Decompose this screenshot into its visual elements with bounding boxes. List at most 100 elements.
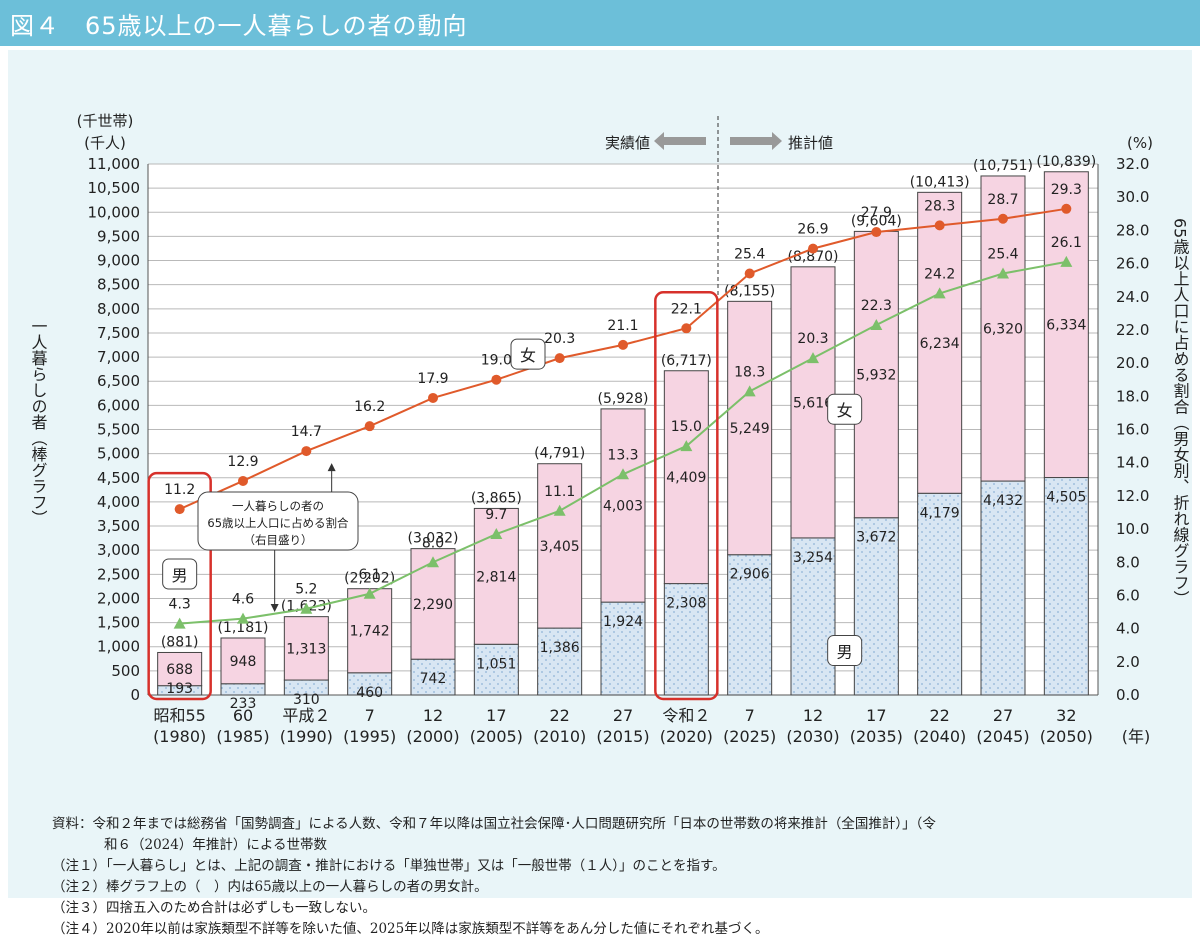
bar-female xyxy=(600,408,646,603)
bar-male xyxy=(537,627,583,696)
callout-text: 65歳以上人口に占める割合 xyxy=(207,516,349,530)
y-right-tick-label: 22.0 xyxy=(1116,321,1149,339)
bar-male-value: 1,051 xyxy=(476,656,516,672)
marker-female xyxy=(174,504,185,515)
bar-female-value: 4,409 xyxy=(666,470,706,486)
male-rate-label: 13.3 xyxy=(607,447,638,463)
y-left-tick-label: 8,000 xyxy=(97,300,140,318)
female-rate-label: 27.9 xyxy=(861,205,892,221)
marker-female xyxy=(681,323,692,334)
x-tick-sublabel: (1990) xyxy=(280,727,333,746)
tag-male-bar-box xyxy=(827,635,863,667)
bar-male-value: 3,672 xyxy=(856,530,896,546)
bar-total-label: (3,032) xyxy=(407,531,458,547)
marker-male xyxy=(553,504,566,516)
marker-male xyxy=(680,440,693,452)
male-rate-label: 18.3 xyxy=(734,364,765,380)
bar-male-value: 233 xyxy=(230,696,257,712)
bar-female xyxy=(157,651,203,687)
marker-male xyxy=(743,385,756,397)
bar-female-value: 2,290 xyxy=(413,597,453,613)
male-rate-label: 22.3 xyxy=(861,298,892,314)
male-rate-label: 26.1 xyxy=(1051,235,1082,251)
bar-male xyxy=(980,480,1026,696)
bar-total-label: (10,413) xyxy=(910,174,970,190)
y-left-tick-label: 2,500 xyxy=(97,565,140,583)
x-tick-label: 32 xyxy=(1056,706,1076,725)
female-rate-label: 11.2 xyxy=(164,482,195,498)
y-right-tick-label: 18.0 xyxy=(1116,387,1149,405)
bar-male-value: 1,924 xyxy=(603,614,643,630)
x-tick-label: 27 xyxy=(613,706,633,725)
bar-male xyxy=(853,517,899,696)
y-right-tick-label: 28.0 xyxy=(1116,221,1149,239)
y-left-tick-label: 5,000 xyxy=(97,445,140,463)
y-right-tick-label: 24.0 xyxy=(1116,288,1149,306)
bar-total-label: (9,604) xyxy=(851,213,902,229)
female-rate-label: 17.9 xyxy=(417,371,448,387)
y-left-axis-title: 一人暮らしの者（棒グラフ） xyxy=(29,318,48,526)
bar-male xyxy=(663,583,709,696)
note-source-cont: 和６（2024）年推計）による世帯数 xyxy=(104,837,327,853)
bar-male-value: 2,308 xyxy=(666,596,706,612)
x-tick-label: 60 xyxy=(233,706,253,725)
bar-male xyxy=(410,658,456,696)
female-rate-label: 26.9 xyxy=(797,222,828,238)
x-tick-label: 17 xyxy=(486,706,506,725)
marker-male xyxy=(1060,255,1073,267)
bar-female xyxy=(727,300,773,556)
y-left-tick-label: 2,000 xyxy=(97,589,140,607)
y-left-tick-label: 1,500 xyxy=(97,614,140,632)
bar-female-value: 3,405 xyxy=(540,539,580,555)
y-right-tick-label: 20.0 xyxy=(1116,354,1149,372)
male-rate-label: 8.0 xyxy=(422,535,444,551)
x-tick-sublabel: (2035) xyxy=(850,727,903,746)
x-tick-sublabel: (2045) xyxy=(976,727,1029,746)
y-left-tick-label: 7,000 xyxy=(97,348,140,366)
arrow-left-icon xyxy=(654,132,706,150)
callout-arrowhead-up xyxy=(327,463,336,472)
x-tick-sublabel: (1980) xyxy=(153,727,206,746)
male-rate-label: 25.4 xyxy=(987,247,1018,263)
y-left-tick-label: 6,000 xyxy=(97,396,140,414)
bar-total-label: (6,717) xyxy=(661,353,712,369)
x-tick-sublabel: (2020) xyxy=(660,727,713,746)
bar-female-value: 2,814 xyxy=(476,569,516,585)
notes: 資料：令和２年までは総務省「国勢調査」による人数、令和７年以降は国立社会保障･人… xyxy=(52,814,1200,940)
figure-title: 図４ 65歳以上の一人暮らしの者の動向 xyxy=(10,12,468,40)
female-rate-label: 21.1 xyxy=(607,318,638,334)
marker-male xyxy=(427,556,439,568)
y-left-tick-label: 1,000 xyxy=(97,638,140,656)
female-rate-label: 28.3 xyxy=(924,198,955,214)
male-rate-label: 15.0 xyxy=(671,419,702,435)
header-bar: 図４ 65歳以上の一人暮らしの者の動向 xyxy=(0,0,1200,46)
x-tick-label: 平成２ xyxy=(282,706,330,725)
bar-total-label: (3,865) xyxy=(471,490,522,506)
marker-female xyxy=(871,227,882,238)
y-left-tick-label: 9,500 xyxy=(97,227,140,245)
marker-female xyxy=(428,392,438,403)
bar-male-value: 3,254 xyxy=(793,550,833,566)
bar-female-value: 688 xyxy=(166,662,193,678)
marker-female xyxy=(491,374,502,385)
arrow-right-icon xyxy=(730,132,782,150)
label-projected: 推計値 xyxy=(788,134,833,152)
y-right-tick-label: 8.0 xyxy=(1116,553,1140,571)
tag-male-line: 男 xyxy=(172,566,188,585)
note-1: （注１）「一人暮らし」とは、上記の調査・推計における「単独世帯」又は「一般世帯（… xyxy=(52,858,726,874)
bar-female-value: 4,003 xyxy=(603,499,643,515)
bar-male-value: 2,906 xyxy=(730,567,770,583)
bar-male-value: 4,179 xyxy=(920,505,960,521)
y-left-tick-label: 0 xyxy=(130,686,140,704)
marker-male xyxy=(870,318,883,330)
x-tick-label: 27 xyxy=(993,706,1013,725)
male-rate-label: 24.2 xyxy=(924,266,955,282)
bar-female xyxy=(1043,171,1089,479)
y-right-tick-label: 14.0 xyxy=(1116,454,1149,472)
highlight-box-1980 xyxy=(147,471,212,701)
callout-text: （右目盛り） xyxy=(244,533,313,547)
x-tick-label: 7 xyxy=(745,706,755,725)
bar-female-value: 5,249 xyxy=(730,421,770,437)
marker-female xyxy=(934,220,945,231)
bar-male xyxy=(727,554,773,696)
